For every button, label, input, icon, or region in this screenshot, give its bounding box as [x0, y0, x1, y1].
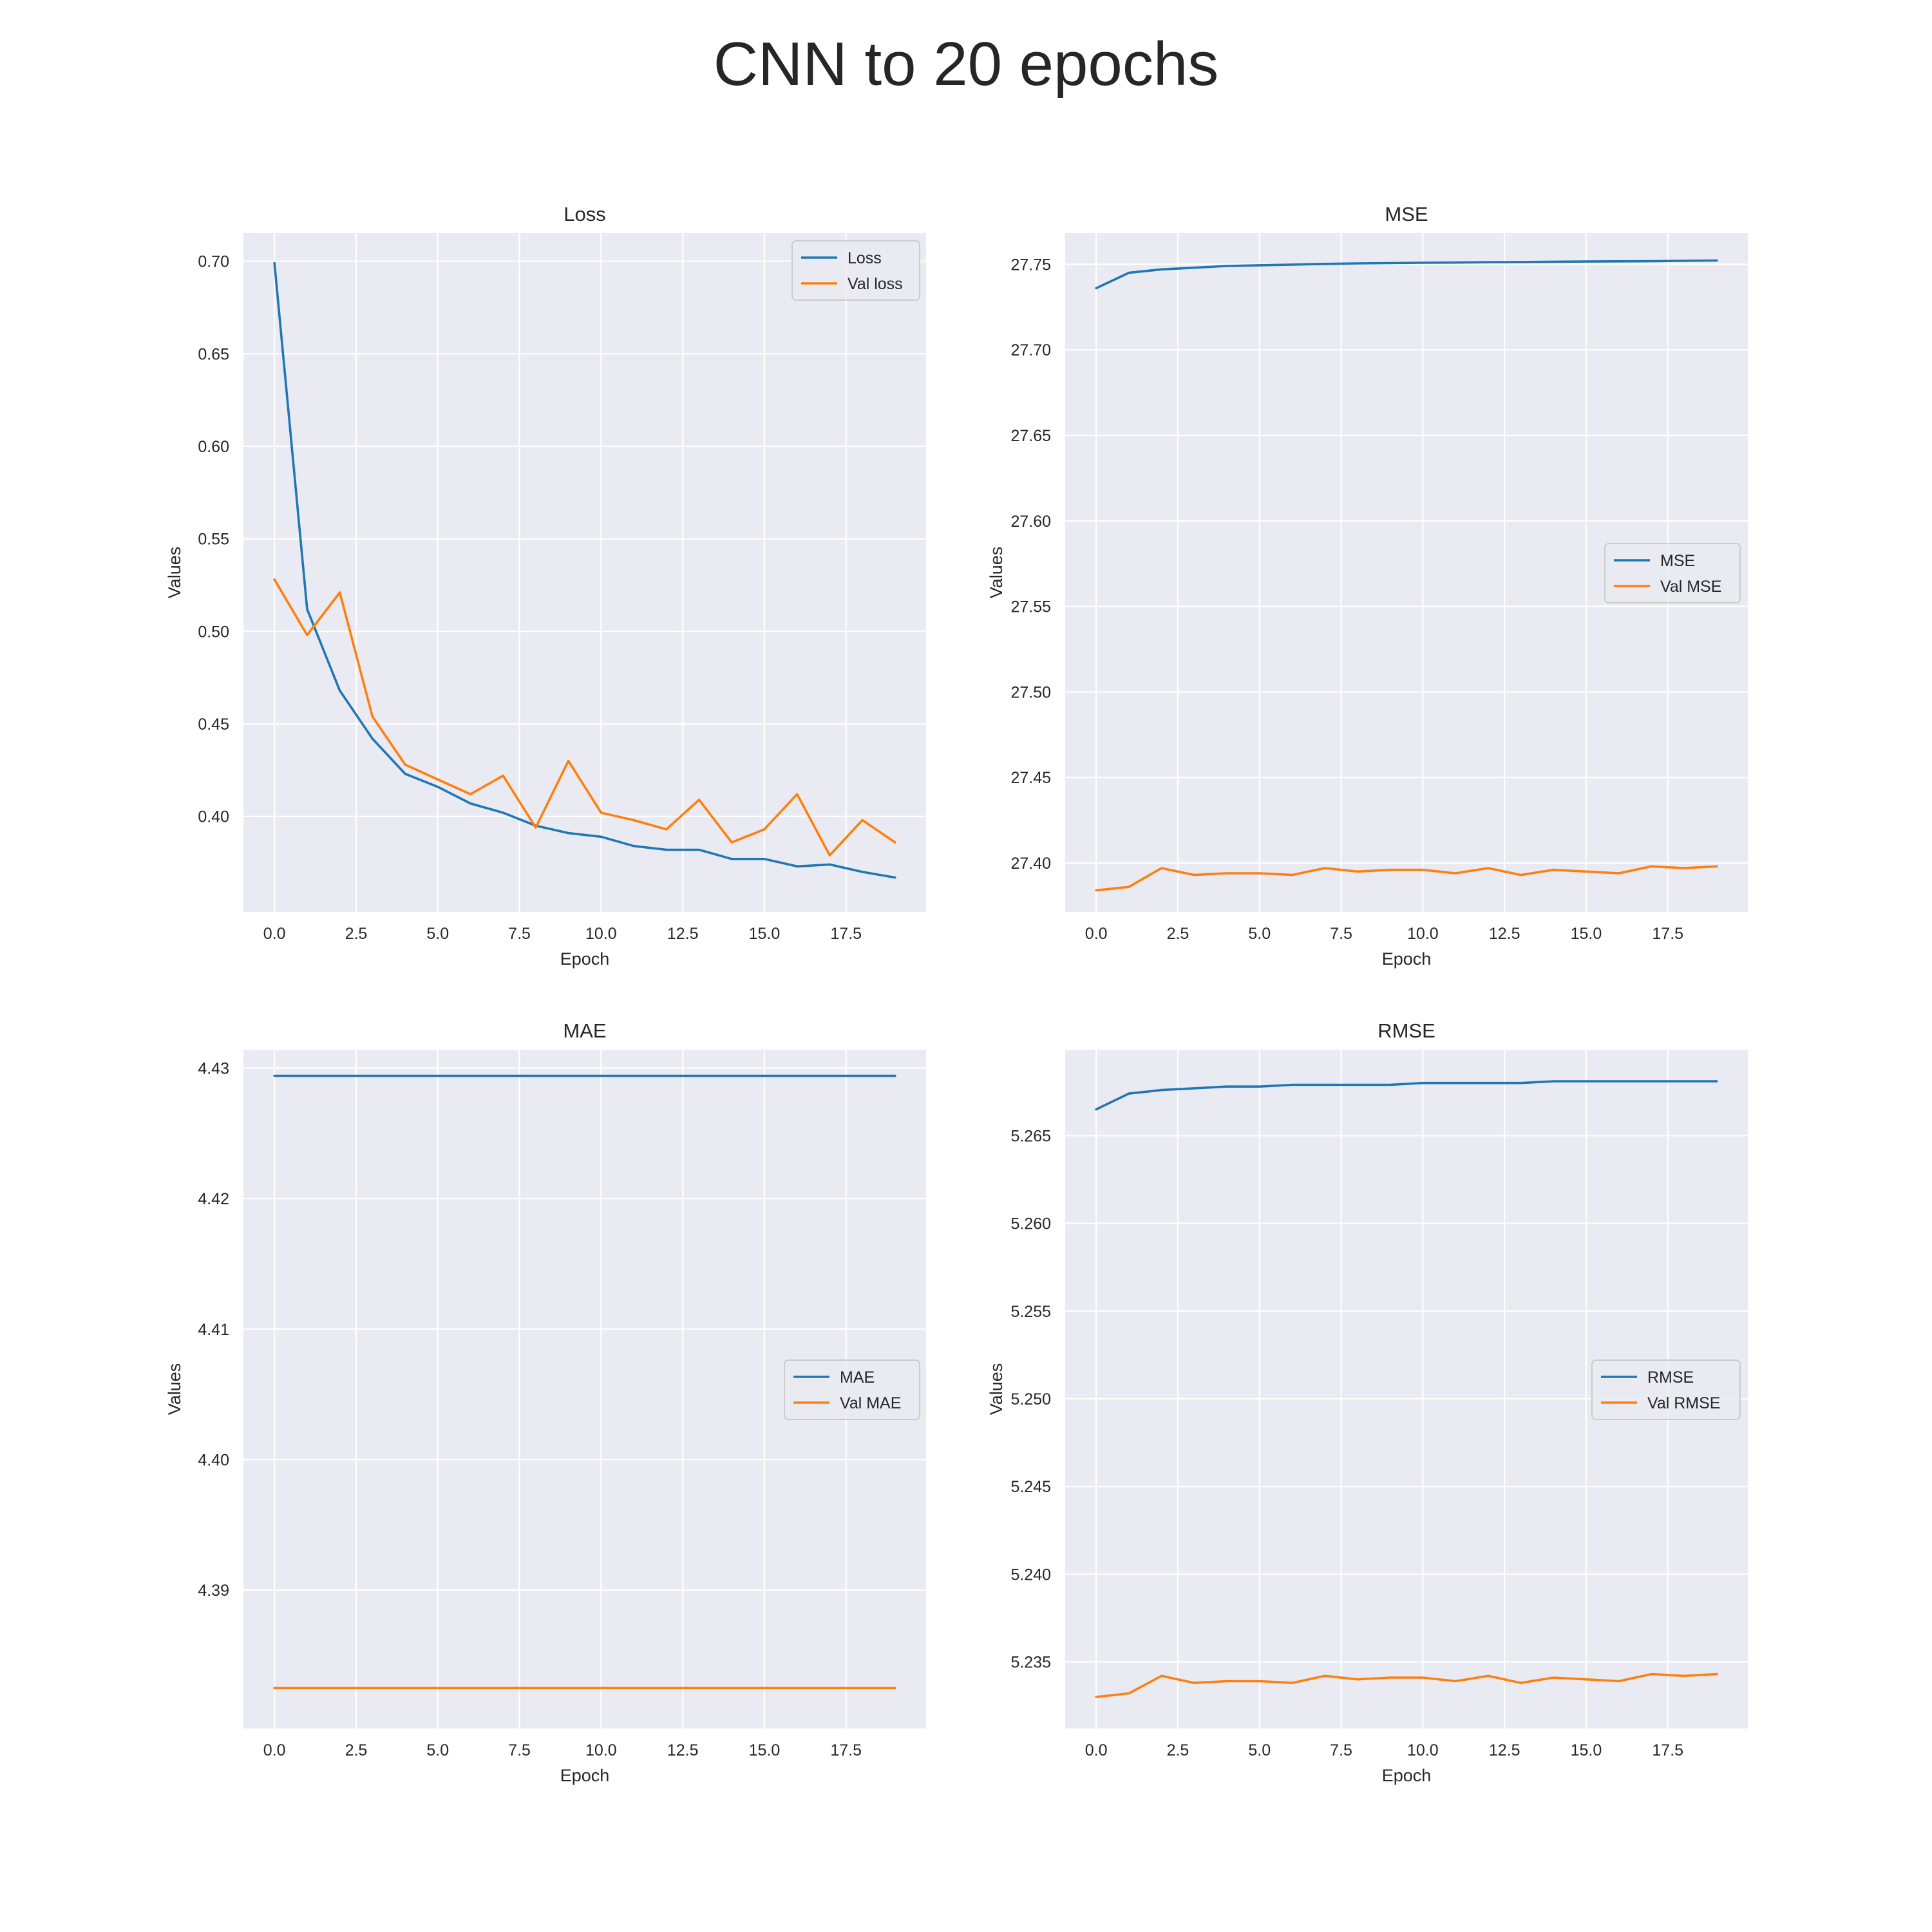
x-axis-label: Epoch [1382, 949, 1432, 969]
x-tick-label: 12.5 [1489, 1741, 1520, 1759]
y-tick-label: 27.40 [1010, 855, 1051, 873]
x-tick-label: 7.5 [508, 1741, 531, 1759]
subplot-title: MAE [563, 1019, 606, 1042]
x-tick-label: 12.5 [667, 925, 699, 943]
legend-entry: RMSE [1647, 1368, 1694, 1387]
x-tick-label: 5.0 [1248, 925, 1271, 943]
series-line-val-mse [1095, 865, 1718, 892]
figure-title: CNN to 20 epochs [713, 30, 1219, 99]
y-tick-label: 4.42 [198, 1190, 229, 1208]
y-tick-label: 0.50 [198, 623, 229, 641]
series-line-mse [1095, 259, 1718, 290]
x-axis-label: Epoch [1382, 1766, 1432, 1785]
x-tick-label: 17.5 [830, 1741, 862, 1759]
x-tick-label: 0.0 [263, 1741, 286, 1759]
subplot-mse: 0.0 2.5 5.0 7.5 10.0 12.5 15.0 17.5 27.40 27.45 27… [987, 203, 1748, 969]
x-tick-label: 0.0 [263, 925, 286, 943]
x-tick-label: 17.5 [830, 925, 862, 943]
x-tick-label: 7.5 [1330, 925, 1352, 943]
y-tick-label: 5.235 [1010, 1654, 1051, 1672]
subplot-rmse: 0.0 2.5 5.0 7.5 10.0 12.5 15.0 17.5 5.235 5.240 5.… [987, 1019, 1748, 1785]
y-tick-label: 4.39 [198, 1582, 229, 1600]
x-tick-label: 10.0 [585, 1741, 617, 1759]
y-tick-label: 0.60 [198, 438, 229, 456]
y-tick-label: 5.250 [1010, 1390, 1051, 1408]
y-tick-label: 27.75 [1010, 256, 1051, 274]
y-axis-label: Values [165, 547, 184, 599]
x-tick-label: 15.0 [1571, 925, 1602, 943]
y-tick-label: 5.265 [1010, 1127, 1051, 1145]
x-tick-label: 10.0 [1407, 1741, 1439, 1759]
x-tick-label: 7.5 [1330, 1741, 1352, 1759]
legend-entry: Val MAE [840, 1394, 901, 1412]
x-tick-label: 15.0 [1571, 1741, 1602, 1759]
y-axis-label: Values [987, 1363, 1006, 1416]
x-tick-label: 2.5 [345, 1741, 368, 1759]
y-tick-label: 0.40 [198, 808, 229, 826]
y-tick-label: 27.55 [1010, 598, 1051, 616]
x-tick-label: 2.5 [1167, 925, 1189, 943]
legend-entry: MAE [840, 1368, 875, 1387]
x-tick-label: 0.0 [1085, 925, 1108, 943]
y-axis-label: Values [987, 547, 1006, 599]
y-axis-label: Values [165, 1363, 184, 1416]
subplot-loss: 0.0 2.5 5.0 7.5 10.0 12.5 15.0 17.5 0.40 0.45 0.50… [165, 203, 926, 969]
y-tick-label: 27.65 [1010, 427, 1051, 445]
x-tick-label: 15.0 [749, 1741, 781, 1759]
legend-entry: Val loss [848, 275, 903, 293]
y-tick-label: 27.60 [1010, 513, 1051, 531]
x-tick-label: 5.0 [426, 1741, 449, 1759]
x-tick-label: 10.0 [1407, 925, 1439, 943]
x-tick-label: 12.5 [667, 1741, 699, 1759]
y-tick-label: 0.70 [198, 253, 229, 271]
legend: MSE Val MSE [1604, 543, 1741, 603]
x-tick-label: 5.0 [1248, 1741, 1271, 1759]
y-tick-label: 0.55 [198, 531, 229, 549]
x-tick-label: 7.5 [508, 925, 531, 943]
subplot-title: Loss [564, 203, 605, 225]
x-tick-label: 10.0 [585, 925, 617, 943]
x-axis-label: Epoch [560, 1766, 610, 1785]
legend-entry: MSE [1660, 552, 1695, 570]
series-line-val-rmse [1095, 1672, 1718, 1698]
subplot-mae: 0.0 2.5 5.0 7.5 10.0 12.5 15.0 17.5 4.39 4.40 4.41… [165, 1019, 926, 1785]
legend: MAE Val MAE [784, 1359, 920, 1420]
y-tick-label: 4.40 [198, 1451, 229, 1469]
y-tick-label: 0.65 [198, 345, 229, 363]
y-tick-label: 27.50 [1010, 683, 1051, 701]
x-tick-label: 12.5 [1489, 925, 1520, 943]
series-line-val-loss [273, 578, 896, 857]
y-tick-label: 5.255 [1010, 1303, 1051, 1321]
x-tick-label: 2.5 [345, 925, 368, 943]
legend: Loss Val loss [791, 240, 920, 301]
series-line-rmse [1095, 1080, 1718, 1111]
y-tick-label: 0.45 [198, 715, 229, 734]
x-axis-label: Epoch [560, 949, 610, 969]
plot-area [243, 233, 926, 912]
x-tick-label: 17.5 [1652, 925, 1683, 943]
series-line-loss [273, 261, 896, 879]
legend-entry: Val MSE [1660, 578, 1721, 596]
legend-entry: Val RMSE [1647, 1394, 1720, 1412]
y-tick-label: 4.41 [198, 1321, 229, 1339]
subplot-title: MSE [1385, 203, 1428, 225]
x-tick-label: 2.5 [1167, 1741, 1189, 1759]
y-tick-label: 5.240 [1010, 1566, 1051, 1584]
y-tick-label: 5.245 [1010, 1478, 1051, 1496]
x-tick-label: 0.0 [1085, 1741, 1108, 1759]
x-tick-label: 5.0 [426, 925, 449, 943]
legend-entry: Loss [848, 249, 882, 267]
x-tick-label: 17.5 [1652, 1741, 1683, 1759]
subplot-title: RMSE [1378, 1019, 1435, 1042]
y-tick-label: 27.70 [1010, 341, 1051, 359]
y-tick-label: 27.45 [1010, 769, 1051, 787]
x-tick-label: 15.0 [749, 925, 781, 943]
y-tick-label: 5.260 [1010, 1215, 1051, 1233]
legend: RMSE Val RMSE [1591, 1359, 1741, 1420]
y-tick-label: 4.43 [198, 1059, 229, 1077]
